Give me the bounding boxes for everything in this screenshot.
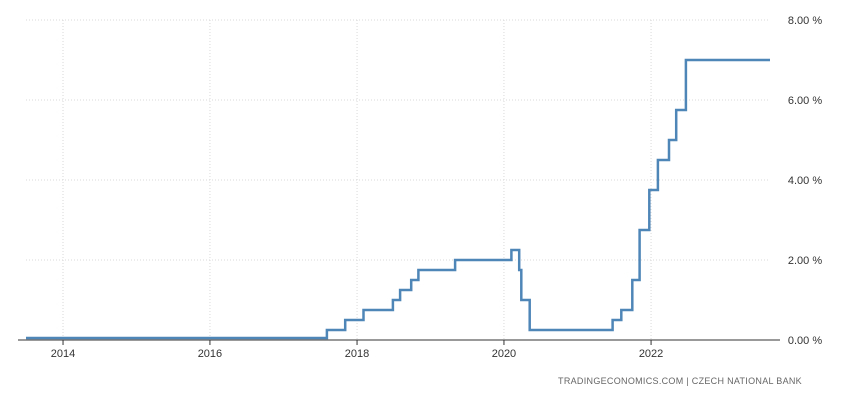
x-tick-label: 2014 bbox=[51, 348, 75, 360]
x-tick-label: 2020 bbox=[492, 348, 516, 360]
y-tick-label: 2.00 % bbox=[788, 255, 822, 267]
y-tick-label: 6.00 % bbox=[788, 95, 822, 107]
x-tick-label: 2016 bbox=[198, 348, 222, 360]
grid-lines bbox=[26, 19, 770, 340]
x-axis-ticks: 2014 2016 2018 2020 2022 bbox=[51, 340, 663, 360]
y-tick-label: 0.00 % bbox=[788, 335, 822, 347]
x-tick-label: 2022 bbox=[639, 348, 663, 360]
x-tick-label: 2018 bbox=[345, 348, 369, 360]
source-credit: TRADINGECONOMICS.COM | CZECH NATIONAL BA… bbox=[558, 376, 802, 386]
y-axis-ticks: 0.00 % 2.00 % 4.00 % 6.00 % 8.00 % bbox=[788, 15, 822, 347]
series-line bbox=[26, 58, 770, 340]
y-tick-label: 4.00 % bbox=[788, 175, 822, 187]
y-tick-label: 8.00 % bbox=[788, 15, 822, 27]
